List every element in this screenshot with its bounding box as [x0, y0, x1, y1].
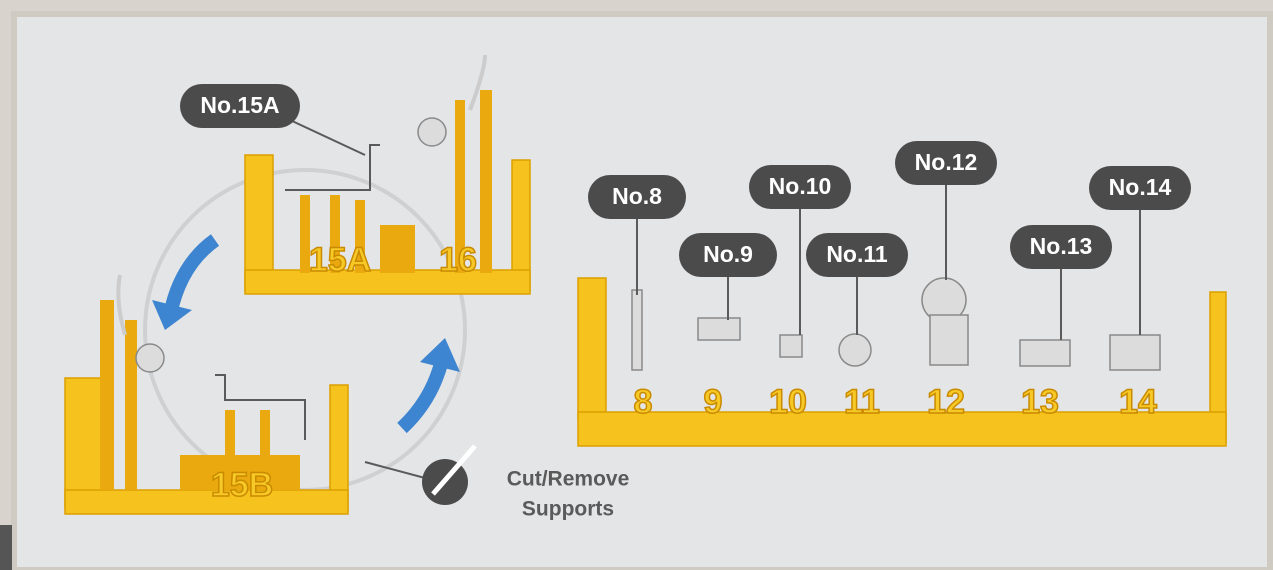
frame-number: 10 — [769, 383, 807, 421]
part-label: No.9 — [703, 241, 753, 267]
caption-line: Cut/Remove — [507, 468, 630, 491]
part-label: No.13 — [1030, 233, 1093, 259]
frame-number: 12 — [927, 383, 965, 421]
part-label: No.14 — [1109, 174, 1172, 200]
caption-line: Supports — [522, 498, 614, 521]
diagram: 15A 16 15B 8 9 10 11 12 13 14 No.15A No.… — [0, 0, 1273, 570]
page: 15A 16 15B 8 9 10 11 12 13 14 No.15A No.… — [0, 0, 1273, 570]
part-label: No.8 — [612, 183, 662, 209]
frame-number: 13 — [1021, 383, 1059, 421]
part-label: No.12 — [915, 149, 978, 175]
frame-number: 11 — [844, 383, 880, 421]
frame-number: 15A — [309, 241, 371, 279]
part-label: No.11 — [826, 241, 888, 267]
frame-number: 8 — [634, 383, 653, 421]
frame-number: 14 — [1119, 383, 1157, 421]
frame-number: 9 — [704, 383, 723, 421]
frame-number: 15B — [211, 466, 273, 504]
part-label: No.15A — [200, 92, 279, 118]
edge — [0, 525, 12, 570]
frame-number: 16 — [439, 241, 477, 279]
part-label: No.10 — [769, 173, 832, 199]
